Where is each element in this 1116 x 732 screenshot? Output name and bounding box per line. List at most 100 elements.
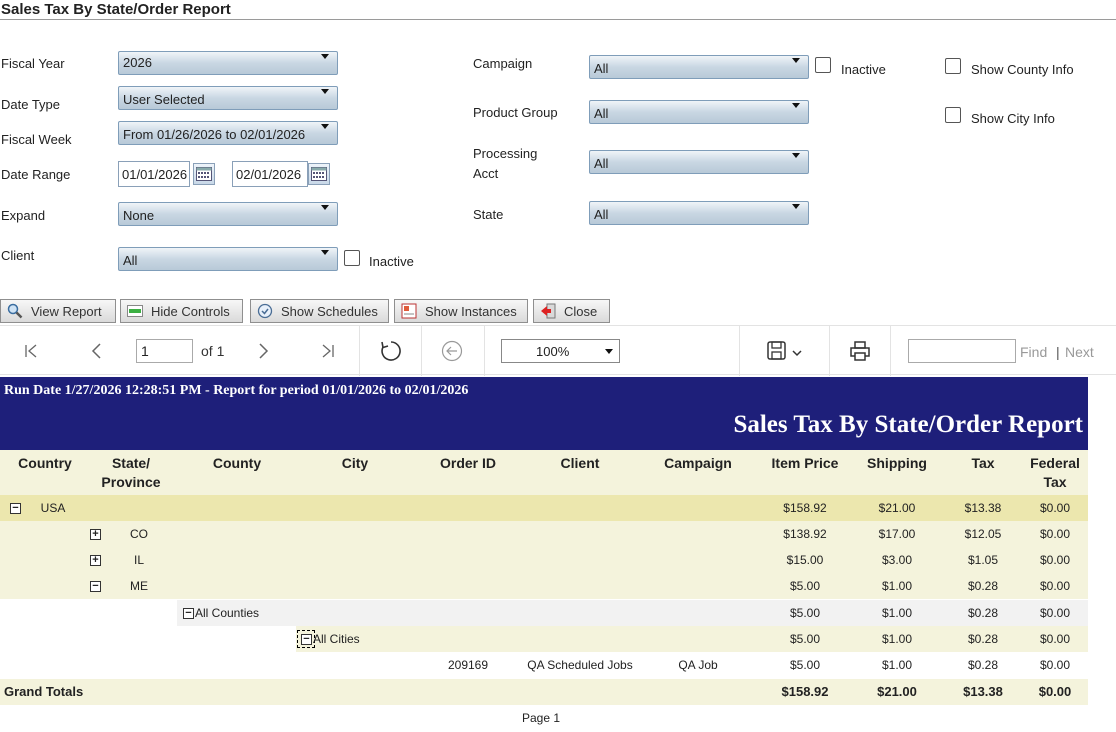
expand-label: Expand [1,208,46,223]
calendar-icon[interactable] [193,163,215,185]
item-price-cell: $5.00 [789,632,821,646]
back-icon[interactable] [439,338,465,364]
state-cell: CO [130,527,148,541]
toolbar-divider [421,326,422,376]
chevron-down-icon [321,89,329,94]
show-city-label: Show City Info [971,111,1055,126]
table-row-me: − ME $5.00 $1.00 $0.28 $0.00 [0,573,1088,599]
product-group-value: All [594,106,609,121]
page-title: Sales Tax By State/Order Report [0,0,1116,20]
federal-tax-cell: $0.00 [1039,632,1071,646]
collapse-toggle-icon[interactable]: − [90,581,101,592]
refresh-icon[interactable] [377,337,405,365]
date-from-input[interactable]: 01/01/2026 [118,161,190,187]
previous-page-icon[interactable] [84,338,110,364]
col-federal-tax: Federal Tax [1024,454,1086,492]
shipping-cell: $1.00 [881,579,913,593]
item-price-total: $158.92 [781,684,829,699]
toolbar-divider [890,326,891,376]
product-group-dropdown[interactable]: All [589,100,809,124]
shipping-cell: $1.00 [881,658,913,672]
collapse-toggle-icon[interactable]: − [10,503,21,514]
show-schedules-button[interactable]: Show Schedules [250,299,389,323]
toolbar-divider [484,326,485,376]
item-price-cell: $15.00 [786,553,824,567]
show-instances-button[interactable]: Show Instances [394,299,528,323]
next-page-icon[interactable] [250,338,276,364]
find-link[interactable]: Find [1020,344,1048,360]
view-report-button[interactable]: View Report [0,299,116,323]
col-county: County [212,455,262,471]
expand-toggle-icon[interactable]: + [90,555,101,566]
show-city-checkbox[interactable] [945,107,961,123]
column-headers: Country State/Province County City Order… [0,450,1088,495]
federal-tax-cell: $0.00 [1039,658,1071,672]
save-icon[interactable] [762,338,810,364]
col-campaign: Campaign [664,455,732,471]
show-schedules-label: Show Schedules [281,303,378,319]
shipping-cell: $3.00 [881,553,913,567]
print-icon[interactable] [846,338,874,364]
date-type-dropdown[interactable]: User Selected [118,86,338,110]
report-title: Sales Tax By State/Order Report [733,411,1083,438]
county-cell: All Counties [195,606,260,620]
tax-cell: $13.38 [964,501,1002,515]
next-link[interactable]: Next [1065,344,1094,360]
collapse-toggle-icon[interactable]: − [183,608,194,619]
zoom-select[interactable]: 100% [501,339,620,363]
federal-tax-cell: $0.00 [1039,553,1071,567]
first-page-icon[interactable] [18,338,44,364]
calendar-icon[interactable] [308,163,330,185]
tax-cell: $0.28 [967,579,999,593]
order-id-cell: 209169 [447,658,489,672]
fiscal-week-dropdown[interactable]: From 01/26/2026 to 02/01/2026 [118,121,338,145]
exit-door-icon [538,303,558,319]
state-cell: ME [130,579,148,593]
item-price-cell: $158.92 [783,501,827,515]
processing-acct-label-2: Acct [473,166,499,181]
expand-dropdown[interactable]: None [118,202,338,226]
table-row-order: 209169 QA Scheduled Jobs QA Job $5.00 $1… [0,652,1088,678]
expand-value: None [123,208,155,223]
grand-totals-label: Grand Totals [4,684,84,699]
instances-icon [399,303,419,319]
report-toolbar: 1 of 1 100% Find | Next [0,325,1116,376]
col-order-id: Order ID [439,455,496,471]
chevron-down-icon [321,250,329,255]
campaign-inactive-label: Inactive [841,62,886,77]
tax-cell: $12.05 [964,527,1002,541]
client-inactive-checkbox[interactable] [344,250,360,266]
campaign-inactive-checkbox[interactable] [815,57,831,73]
col-state-line2: Province [101,474,161,490]
col-federal-line1: Federal [1030,455,1080,471]
expand-toggle-icon[interactable]: + [90,529,101,540]
toolbar-divider [739,326,740,376]
page-number-input[interactable]: 1 [136,339,193,363]
clock-icon [255,303,275,319]
last-page-icon[interactable] [315,338,341,364]
show-county-checkbox[interactable] [945,58,961,74]
state-dropdown[interactable]: All [589,201,809,225]
shipping-total: $21.00 [877,684,917,699]
col-state: State/Province [90,454,172,492]
toolbar-divider [359,326,360,376]
hide-controls-button[interactable]: Hide Controls [120,299,243,323]
client-dropdown[interactable]: All [118,247,338,271]
col-federal-line2: Tax [1043,474,1067,490]
processing-acct-dropdown[interactable]: All [589,150,809,174]
campaign-cell: QA Job [678,658,718,672]
collapse-toggle-icon[interactable]: − [301,634,312,645]
date-to-input[interactable]: 02/01/2026 [232,161,308,187]
chevron-down-icon [605,349,613,354]
col-item-price: Item Price [771,455,839,471]
close-button[interactable]: Close [533,299,610,323]
campaign-label: Campaign [473,56,533,71]
date-type-label: Date Type [1,97,61,112]
campaign-dropdown[interactable]: All [589,55,809,79]
date-range-label: Date Range [1,167,71,182]
find-input[interactable] [908,339,1016,363]
close-label: Close [564,303,598,319]
fiscal-year-dropdown[interactable]: 2026 [118,51,338,75]
fiscal-week-label: Fiscal Week [1,132,72,147]
green-bar-icon [125,303,145,319]
